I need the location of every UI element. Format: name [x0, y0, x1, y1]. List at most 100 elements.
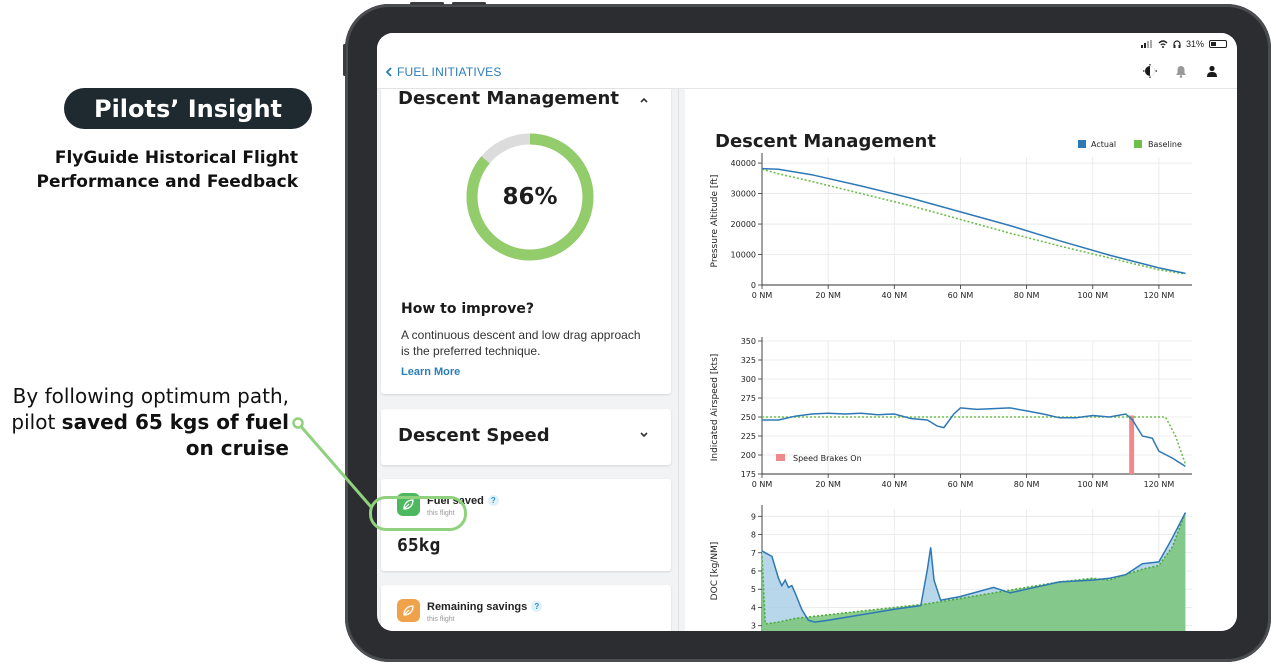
back-link[interactable]: FUEL INITIATIVES [385, 65, 502, 79]
user-icon[interactable] [1205, 64, 1219, 78]
section-subtitle: FlyGuide Historical Flight Performance a… [0, 146, 298, 194]
y-tick-label: 20000 [731, 220, 756, 229]
panel-divider [678, 89, 679, 631]
remaining-savings-badge [397, 599, 420, 622]
y-tick-label: 300 [741, 375, 756, 384]
y-tick-label: 6 [751, 567, 756, 576]
fuel-saved-subtext: this flight [427, 510, 455, 517]
remaining-savings-subtext: this flight [427, 616, 455, 623]
x-tick-label: 0 NM [752, 480, 773, 489]
back-label: FUEL INITIATIVES [397, 65, 502, 79]
fuel-saved-card: Fuel saved? this flight 65kg [381, 479, 671, 571]
subtitle-line-2: Performance and Feedback [36, 172, 298, 192]
subtitle-line-1: FlyGuide Historical Flight [54, 148, 298, 168]
x-tick-label: 60 NM [948, 480, 974, 489]
y-tick-label: 200 [741, 451, 756, 460]
y-tick-label: 3 [751, 622, 756, 631]
top-navigation-bar: FUEL INITIATIVES [377, 55, 1237, 89]
y-tick-label: 9 [751, 512, 756, 521]
baseline-line [761, 512, 1187, 625]
callout-bold-1: saved 65 kgs of fuel [61, 410, 289, 434]
leaf-icon [403, 605, 414, 616]
x-tick-label: 60 NM [948, 291, 974, 300]
signal-icon [1140, 40, 1152, 48]
callout-bold-2: on cruise [185, 436, 289, 460]
right-panel: Descent Management 0 10000 20000 30000 40000… [685, 89, 1237, 631]
fuel-callout: By following optimum path, pilot saved 6… [0, 383, 289, 461]
chevron-down-icon[interactable] [639, 429, 649, 439]
battery-percent: 31% [1185, 39, 1204, 49]
headphones-icon [1173, 40, 1181, 48]
y-axis-label: Indicated Airspeed [kts] [710, 354, 720, 462]
descent-speed-title: Descent Speed [398, 425, 550, 446]
how-to-improve-text: A continuous descent and low drag approa… [401, 328, 641, 358]
actual-line [761, 512, 1187, 623]
y-tick-label: 5 [751, 585, 756, 594]
y-tick-label: 40000 [731, 159, 756, 168]
remaining-savings-card: Remaining savings? this flight 23kg [381, 585, 671, 631]
charts-title: Descent Management [715, 131, 936, 152]
y-tick-label: 4 [751, 603, 756, 612]
actual-line [762, 407, 1186, 468]
baseline-area [762, 512, 1186, 631]
fuel-saved-help-icon[interactable]: ? [487, 495, 499, 506]
how-to-improve-title: How to improve? [401, 301, 534, 317]
y-tick-label: 225 [741, 432, 756, 441]
callout-line-3: on cruise [0, 435, 289, 461]
chevron-up-icon[interactable] [639, 95, 649, 105]
x-tick-label: 40 NM [882, 291, 908, 300]
y-tick-label: 250 [741, 413, 756, 422]
bell-icon[interactable] [1174, 64, 1188, 78]
x-tick-label: 80 NM [1014, 480, 1040, 489]
y-axis-label: Pressure Altitude [ft] [710, 175, 720, 268]
actual-line [761, 167, 1186, 275]
theme-icon[interactable] [1143, 64, 1157, 78]
descent-score-value: 86% [502, 184, 558, 210]
x-tick-label: 20 NM [815, 480, 841, 489]
descent-management-title: Descent Management [398, 88, 619, 109]
baseline-line [761, 168, 1186, 275]
tablet-side-button [343, 44, 346, 76]
legend-label-baseline: Baseline [1148, 140, 1182, 149]
y-tick-label: 8 [751, 531, 756, 540]
descent-speed-card[interactable]: Descent Speed [381, 409, 671, 465]
speed-brake-legend-swatch [776, 454, 785, 461]
fuel-saved-value: 65kg [397, 535, 441, 556]
descent-management-card: Descent Management 86% How to improve? A… [381, 88, 671, 394]
baseline-line [762, 416, 1187, 465]
x-tick-label: 120 NM [1144, 480, 1175, 489]
wifi-icon [1158, 40, 1168, 48]
callout-line-1: By following optimum path, [12, 384, 289, 408]
tablet-screen: 31% FUEL INITIATIVES Descent Management [377, 33, 1237, 631]
x-tick-label: 100 NM [1077, 480, 1108, 489]
x-tick-label: 100 NM [1077, 291, 1108, 300]
speed-brake-legend-label: Speed Brakes On [793, 454, 862, 463]
speed-brake-band [1129, 415, 1135, 474]
learn-more-link[interactable]: Learn More [401, 366, 461, 378]
battery-icon [1209, 40, 1227, 48]
y-tick-label: 275 [741, 394, 756, 403]
y-tick-label: 175 [741, 470, 756, 479]
x-tick-label: 0 NM [752, 291, 773, 300]
callout-line-2: pilot saved 65 kgs of fuel [0, 409, 289, 435]
y-tick-label: 30000 [731, 190, 756, 199]
tablet-top-button [410, 2, 444, 5]
x-tick-label: 40 NM [882, 480, 908, 489]
legend-swatch-actual [1078, 140, 1086, 148]
x-tick-label: 120 NM [1144, 291, 1175, 300]
x-tick-label: 20 NM [815, 291, 841, 300]
top-icons [1143, 64, 1219, 78]
callout-prefix: pilot [11, 410, 62, 434]
tablet-top-button-2 [452, 2, 486, 5]
fuel-saved-highlight [369, 496, 467, 531]
remaining-savings-label-text: Remaining savings [427, 601, 528, 613]
status-bar: 31% [377, 33, 1237, 55]
x-tick-label: 80 NM [1014, 291, 1040, 300]
y-tick-label: 350 [741, 337, 756, 346]
chevron-left-icon [385, 67, 392, 77]
remaining-savings-help-icon[interactable]: ? [531, 601, 543, 612]
leaf-icon [403, 499, 414, 510]
y-tick-label: 10000 [731, 251, 756, 260]
legend-label-actual: Actual [1091, 140, 1116, 149]
